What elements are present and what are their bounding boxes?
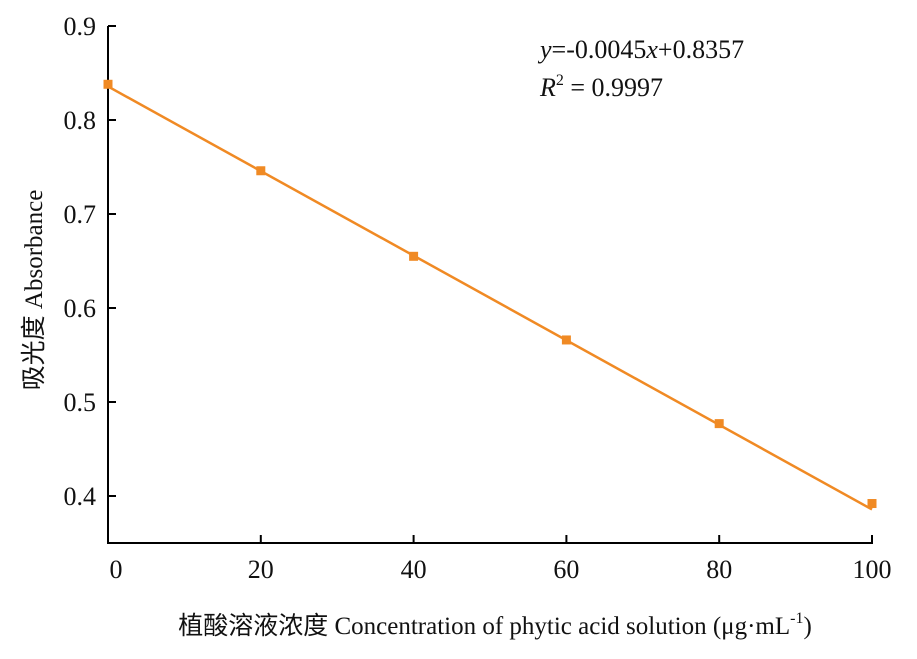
equation-y-symbol: y xyxy=(537,35,552,64)
r-squared-value: = 0.9997 xyxy=(564,73,663,102)
y-ticks: 0.4 0.5 0.6 0.7 0.8 0.9 xyxy=(64,12,116,511)
equation-x-symbol: x xyxy=(645,35,658,64)
x-tick-label: 80 xyxy=(706,555,732,584)
r-squared-superscript: 2 xyxy=(556,72,564,89)
y-tick-label: 0.4 xyxy=(64,482,97,511)
x-tick-label: 60 xyxy=(553,555,579,584)
x-tick-label: 0 xyxy=(110,555,123,584)
equation-intercept: +0.8357 xyxy=(658,35,744,64)
y-tick-label: 0.7 xyxy=(64,200,97,229)
r-squared-symbol: R xyxy=(539,73,556,102)
equation-coefficient: =-0.0045 xyxy=(552,35,647,64)
x-tick-label: 100 xyxy=(853,555,892,584)
y-tick-label: 0.5 xyxy=(64,388,97,417)
equation-annotation: y=-0.0045x+0.8357 xyxy=(537,35,744,64)
x-ticks: 0 20 40 60 80 100 xyxy=(107,535,892,584)
data-point xyxy=(256,166,266,176)
x-axis-title: 植酸溶液浓度 Concentration of phytic acid solu… xyxy=(178,610,812,640)
x-tick-label: 20 xyxy=(248,555,274,584)
axes xyxy=(107,26,873,544)
data-point xyxy=(714,419,724,429)
data-series xyxy=(103,79,877,511)
y-tick-label: 0.8 xyxy=(64,106,97,135)
x-axis-title-main: 植酸溶液浓度 Concentration of phytic acid solu… xyxy=(178,612,790,640)
y-tick-label: 0.6 xyxy=(64,294,97,323)
x-tick-label: 40 xyxy=(401,555,427,584)
r-squared-annotation: R2 = 0.9997 xyxy=(539,72,663,102)
x-axis-title-superscript: -1 xyxy=(790,610,803,627)
data-point xyxy=(561,335,571,345)
data-point xyxy=(867,499,877,509)
x-axis-title-close: ) xyxy=(803,613,811,640)
y-tick-label: 0.9 xyxy=(64,12,97,41)
fit-line xyxy=(107,85,873,511)
data-point xyxy=(409,251,419,261)
y-axis-title: 吸光度 Absorbance xyxy=(20,190,48,391)
data-point xyxy=(103,79,113,89)
